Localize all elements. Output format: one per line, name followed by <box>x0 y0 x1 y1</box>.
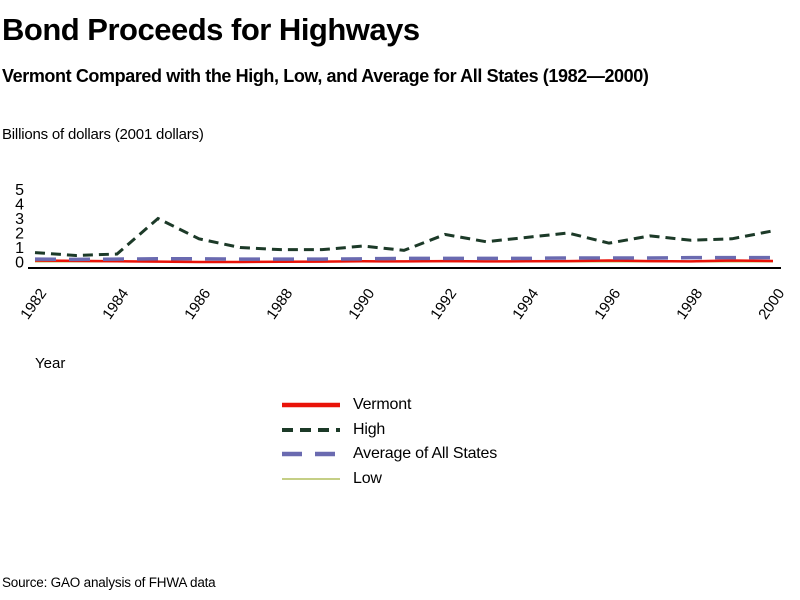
x-tick-label-1990: 1990 <box>345 286 378 323</box>
legend-label: Low <box>353 470 382 488</box>
y-tick-label-5: 5 <box>15 182 24 199</box>
chart-legend: Vermont High Average of All States Low <box>282 393 497 491</box>
x-tick-label-1998: 1998 <box>673 286 706 323</box>
legend-row-vermont: Vermont <box>282 393 497 418</box>
x-tick-label-1994: 1994 <box>509 286 542 323</box>
legend-row-high: High <box>282 418 497 443</box>
legend-label: Vermont <box>353 396 412 414</box>
y-tick-label-3: 3 <box>15 211 24 228</box>
legend-row-low: Low <box>282 467 497 492</box>
chart-subtitle: Vermont Compared with the High, Low, and… <box>2 66 649 86</box>
x-tick-label-1986: 1986 <box>181 286 214 323</box>
legend-row-average-of-all-states: Average of All States <box>282 442 497 467</box>
legend-line-swatch <box>282 478 340 480</box>
y-axis-title: Billions of dollars (2001 dollars) <box>2 126 204 143</box>
chart-title: Bond Proceeds for Highways <box>2 12 420 47</box>
legend-line-swatch <box>282 403 340 408</box>
x-axis-title: Year <box>35 355 66 372</box>
x-tick-label-1988: 1988 <box>263 286 296 323</box>
legend-label: High <box>353 420 386 438</box>
x-tick-label-1984: 1984 <box>99 286 132 323</box>
x-tick-label-1982: 1982 <box>17 286 50 323</box>
y-tick-label-0: 0 <box>15 255 24 272</box>
series-line-high <box>34 216 774 257</box>
legend-line-swatch <box>282 452 340 457</box>
x-tick-label-1996: 1996 <box>591 286 624 323</box>
y-tick-label-4: 4 <box>15 197 24 214</box>
y-tick-label-2: 2 <box>15 226 24 243</box>
x-tick-label-1992: 1992 <box>427 286 460 323</box>
x-tick-label-2000: 2000 <box>755 286 788 323</box>
source-note: Source: GAO analysis of FHWA data <box>2 575 216 590</box>
legend-label: Average of All States <box>353 445 498 463</box>
y-tick-label-1: 1 <box>15 240 24 257</box>
series-line-vermont <box>34 259 774 264</box>
series-line-average-of-all-states <box>34 255 773 262</box>
legend-line-swatch <box>282 427 340 432</box>
